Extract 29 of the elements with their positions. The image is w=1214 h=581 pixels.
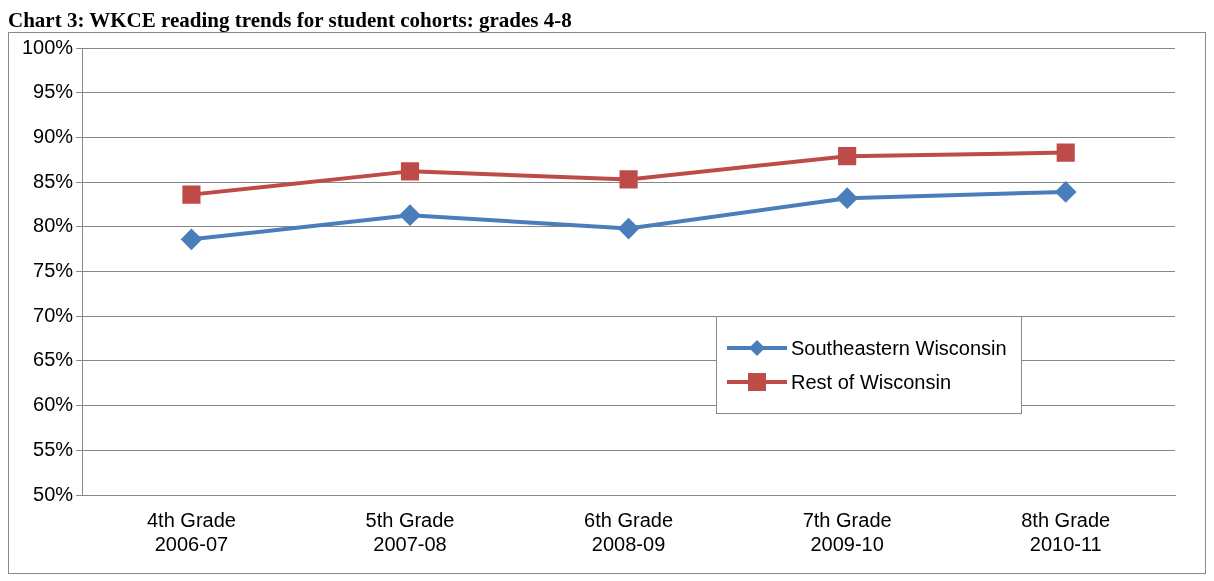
point [1055, 181, 1076, 202]
y-tick-label: 60% [33, 393, 74, 416]
x-tick-label: 8th Grade 2010-11 [1021, 508, 1111, 555]
point [182, 185, 201, 204]
point [618, 218, 639, 239]
point [837, 188, 858, 209]
x-tick-label: 5th Grade 2007-08 [365, 508, 455, 555]
y-tick-label: 55% [33, 437, 74, 460]
point [400, 205, 421, 226]
y-tick-label: 70% [33, 303, 74, 326]
point [181, 229, 202, 250]
y-tick-label: 50% [33, 482, 74, 505]
x-tick-label: 6th Grade 2008-09 [584, 508, 674, 555]
x-tick-label: 4th Grade 2006-07 [146, 508, 236, 555]
y-tick-label: 90% [33, 124, 74, 147]
x-tick-label: 7th Grade 2009-10 [802, 508, 892, 555]
point [400, 162, 420, 181]
legend-label: Southeastern Wisconsin [791, 336, 1007, 360]
y-tick-label: 65% [33, 348, 74, 371]
point [1056, 143, 1075, 162]
chart-title: Chart 3: WKCE reading trends for student cohorts: grades 4-8 [8, 8, 573, 32]
y-tick-label: 85% [33, 169, 74, 192]
y-tick-label: 100% [22, 35, 74, 58]
y-tick-label: 95% [33, 80, 74, 103]
point [838, 147, 857, 166]
y-tick-label: 75% [33, 259, 74, 282]
point [619, 170, 638, 189]
y-tick-label: 80% [33, 214, 74, 237]
legend-label: Rest of Wisconsin [791, 370, 952, 394]
